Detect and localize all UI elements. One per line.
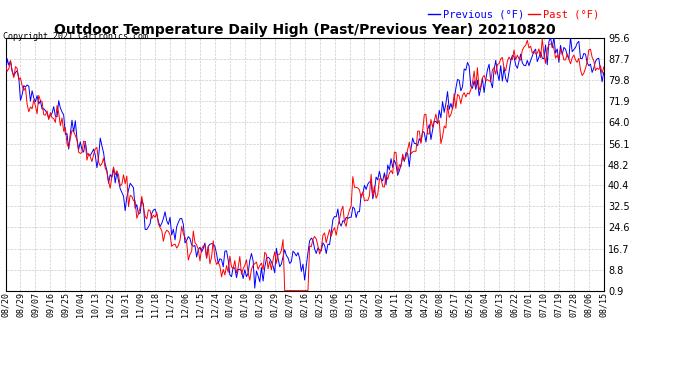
Legend: Previous (°F), Past (°F): Previous (°F), Past (°F) [424,6,604,24]
Text: Copyright 2021 Cartronics.com: Copyright 2021 Cartronics.com [3,32,148,41]
Title: Outdoor Temperature Daily High (Past/Previous Year) 20210820: Outdoor Temperature Daily High (Past/Pre… [54,23,555,37]
